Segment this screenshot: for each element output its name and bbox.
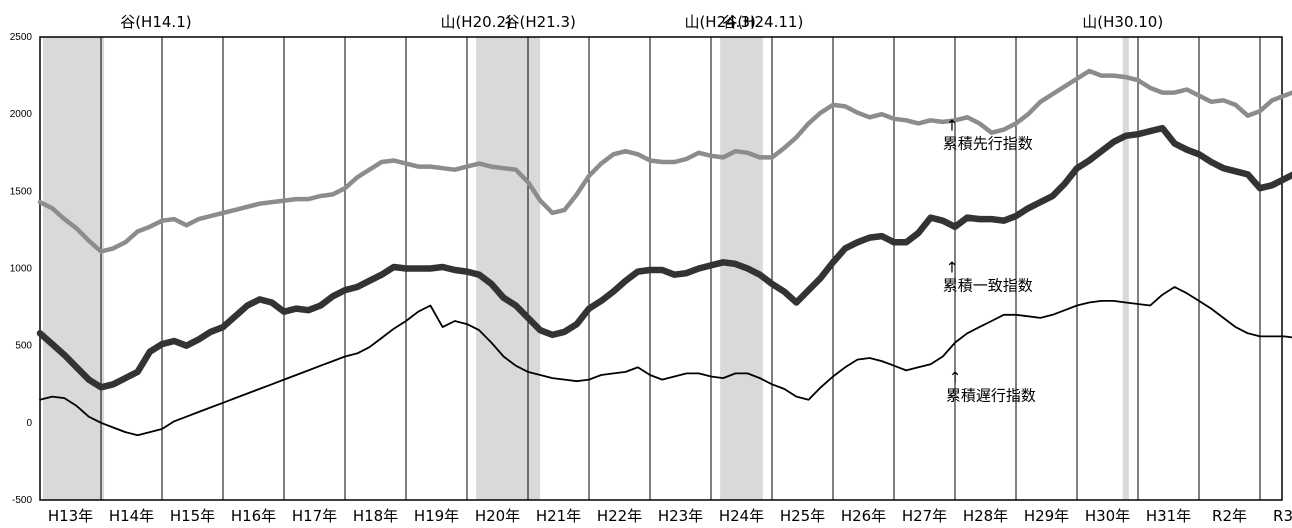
peak-label: 山(H30.10) <box>1082 13 1163 31</box>
x-axis-tick-labels: H13年 H14年 H15年 H16年 H17年 H18年 H19年 H20年 H21年 H22年… <box>48 507 1292 525</box>
y-tick-label: 0 <box>26 418 32 429</box>
x-tick-label: H25年 <box>780 507 825 525</box>
trough-label: 谷(H14.1) <box>120 13 191 31</box>
x-tick-label: H19年 <box>414 507 459 525</box>
trough-label: 谷(H21.3) <box>505 13 576 31</box>
x-tick-label: H17年 <box>292 507 337 525</box>
x-tick-label: H20年 <box>475 507 520 525</box>
annotation-arrow: ↑ <box>946 259 959 277</box>
y-tick-label: 2000 <box>10 109 33 120</box>
y-axis-tick-labels: -500 0 500 1000 1500 2000 2500 <box>10 32 33 506</box>
series-line-1 <box>36 124 1292 391</box>
x-tick-label: R3年 <box>1273 507 1292 525</box>
x-tick-label: H13年 <box>48 507 93 525</box>
annotation-label: 累積一致指数 <box>943 277 1033 295</box>
peak-label: 山(H24.3) <box>684 13 755 31</box>
shaded-period-1 <box>476 37 541 500</box>
x-tick-label: H22年 <box>597 507 642 525</box>
annotation-label: 累積遅行指数 <box>946 386 1036 404</box>
x-tick-label: H27年 <box>902 507 947 525</box>
y-tick-label: 1500 <box>10 186 33 197</box>
x-tick-label: H14年 <box>109 507 154 525</box>
x-tick-label: H18年 <box>353 507 398 525</box>
vertical-gridlines <box>100 37 1261 500</box>
y-tick-label: -500 <box>12 495 32 506</box>
series-lines <box>36 68 1292 437</box>
shaded-period-3 <box>1122 37 1129 500</box>
peak-label: 山(H20.2) <box>440 13 511 31</box>
series-line-2 <box>39 286 1292 437</box>
plot-area-frame <box>39 36 1283 501</box>
y-tick-label: 1000 <box>10 264 33 275</box>
annotation-arrow: ↑ <box>949 368 962 386</box>
recession-shading <box>43 37 1129 500</box>
x-tick-label: H16年 <box>231 507 276 525</box>
phase-labels: 谷(H14.1) 山(H20.2)谷(H21.3) 山(H24.3)谷(H24.11… <box>120 13 1163 31</box>
x-tick-label: H29年 <box>1024 507 1069 525</box>
x-tick-label: H24年 <box>719 507 764 525</box>
x-tick-label: H15年 <box>170 507 215 525</box>
y-tick-label: 500 <box>15 341 32 352</box>
shaded-period-0 <box>43 37 105 500</box>
x-tick-label: H31年 <box>1146 507 1191 525</box>
x-tick-label: H23年 <box>658 507 703 525</box>
x-tick-label: H21年 <box>536 507 581 525</box>
x-tick-label: H28年 <box>963 507 1008 525</box>
x-tick-label: H26年 <box>841 507 886 525</box>
x-tick-label: R2年 <box>1212 507 1247 525</box>
annotation-arrow: ↑ <box>946 117 959 135</box>
y-tick-label: 2500 <box>10 32 33 43</box>
x-tick-label: H30年 <box>1085 507 1130 525</box>
series-line-0 <box>37 68 1292 254</box>
annotation-label: 累積先行指数 <box>943 135 1033 153</box>
trough-label: 谷(H24.11) <box>722 13 803 31</box>
series-annotations: ↑累積先行指数↑累積一致指数↑累積遅行指数 <box>943 117 1036 405</box>
